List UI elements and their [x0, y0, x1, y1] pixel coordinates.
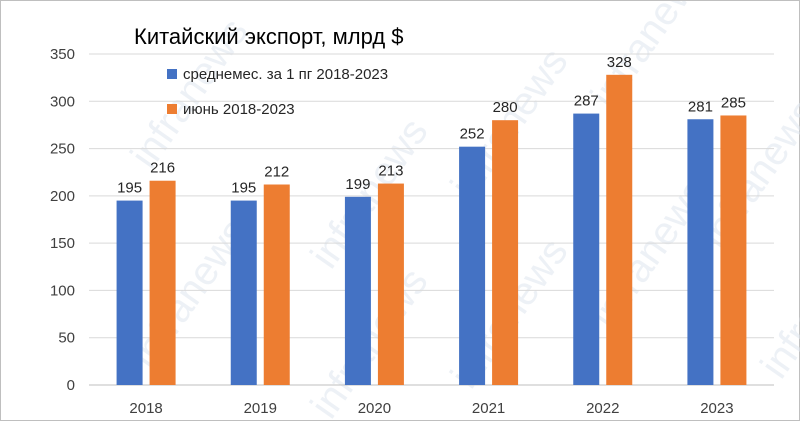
- data-label-series1-2023: 281: [688, 98, 713, 115]
- watermark-text: infranews: [752, 221, 800, 386]
- bar-series2-2019: [263, 184, 290, 385]
- x-tick-label: 2023: [700, 400, 733, 417]
- y-tick-label: 0: [67, 377, 75, 394]
- data-label-series1-2022: 287: [574, 93, 599, 110]
- data-label-series2-2020: 213: [378, 163, 403, 180]
- data-label-series2-2019: 212: [264, 164, 289, 181]
- data-label-series2-2023: 285: [721, 94, 746, 111]
- y-tick-label: 350: [50, 46, 75, 63]
- x-tick-label: 2021: [472, 400, 505, 417]
- data-label-series1-2021: 252: [460, 126, 485, 143]
- bar-series2-2020: [377, 183, 404, 385]
- legend-swatch-series2: [167, 104, 177, 114]
- bars: [116, 74, 747, 386]
- x-tick-label: 2019: [244, 400, 277, 417]
- x-tick-label: 2020: [358, 400, 391, 417]
- bar-series2-2023: [720, 115, 747, 385]
- x-tick-label: 2018: [129, 400, 162, 417]
- bar-series2-2022: [606, 74, 633, 385]
- bar-series2-2021: [492, 120, 519, 385]
- bar-series1-2020: [344, 196, 371, 385]
- legend-label-series2: июнь 2018-2023: [183, 101, 295, 118]
- data-label-series2-2022: 328: [607, 54, 632, 71]
- data-label-series2-2021: 280: [493, 99, 518, 116]
- bar-series1-2019: [230, 200, 257, 385]
- bar-series1-2018: [116, 200, 143, 385]
- legend-label-series1: среднемес. за 1 пг 2018-2023: [183, 66, 388, 83]
- x-tick-label: 2022: [586, 400, 619, 417]
- bar-series2-2018: [149, 180, 176, 385]
- gridlines: [89, 53, 774, 386]
- y-tick-label: 250: [50, 141, 75, 158]
- x-axis-ticks: 2018 2019 2020 2021 2022 2023: [129, 400, 733, 417]
- data-label-series1-2020: 199: [345, 176, 370, 193]
- legend-swatch-series1: [167, 69, 177, 79]
- data-label-series1-2018: 195: [117, 180, 142, 197]
- y-tick-label: 150: [50, 235, 75, 252]
- y-axis-ticks: 0 50 100 150 200 250 300 350: [50, 46, 75, 394]
- bar-series1-2023: [687, 119, 714, 386]
- chart-title: Китайский экспорт, млрд $: [134, 24, 404, 49]
- legend: среднемес. за 1 пг 2018-2023 июнь 2018-2…: [167, 66, 388, 118]
- data-label-series2-2018: 216: [150, 160, 175, 177]
- y-tick-label: 100: [50, 282, 75, 299]
- bar-series1-2021: [459, 146, 486, 385]
- data-label-series1-2019: 195: [231, 180, 256, 197]
- y-tick-label: 300: [50, 93, 75, 110]
- data-labels: 195 216 195 212 199 213 252 280 287 328 281 285: [117, 54, 746, 197]
- bar-series1-2022: [573, 113, 600, 385]
- y-tick-label: 50: [58, 330, 75, 347]
- y-tick-label: 200: [50, 188, 75, 205]
